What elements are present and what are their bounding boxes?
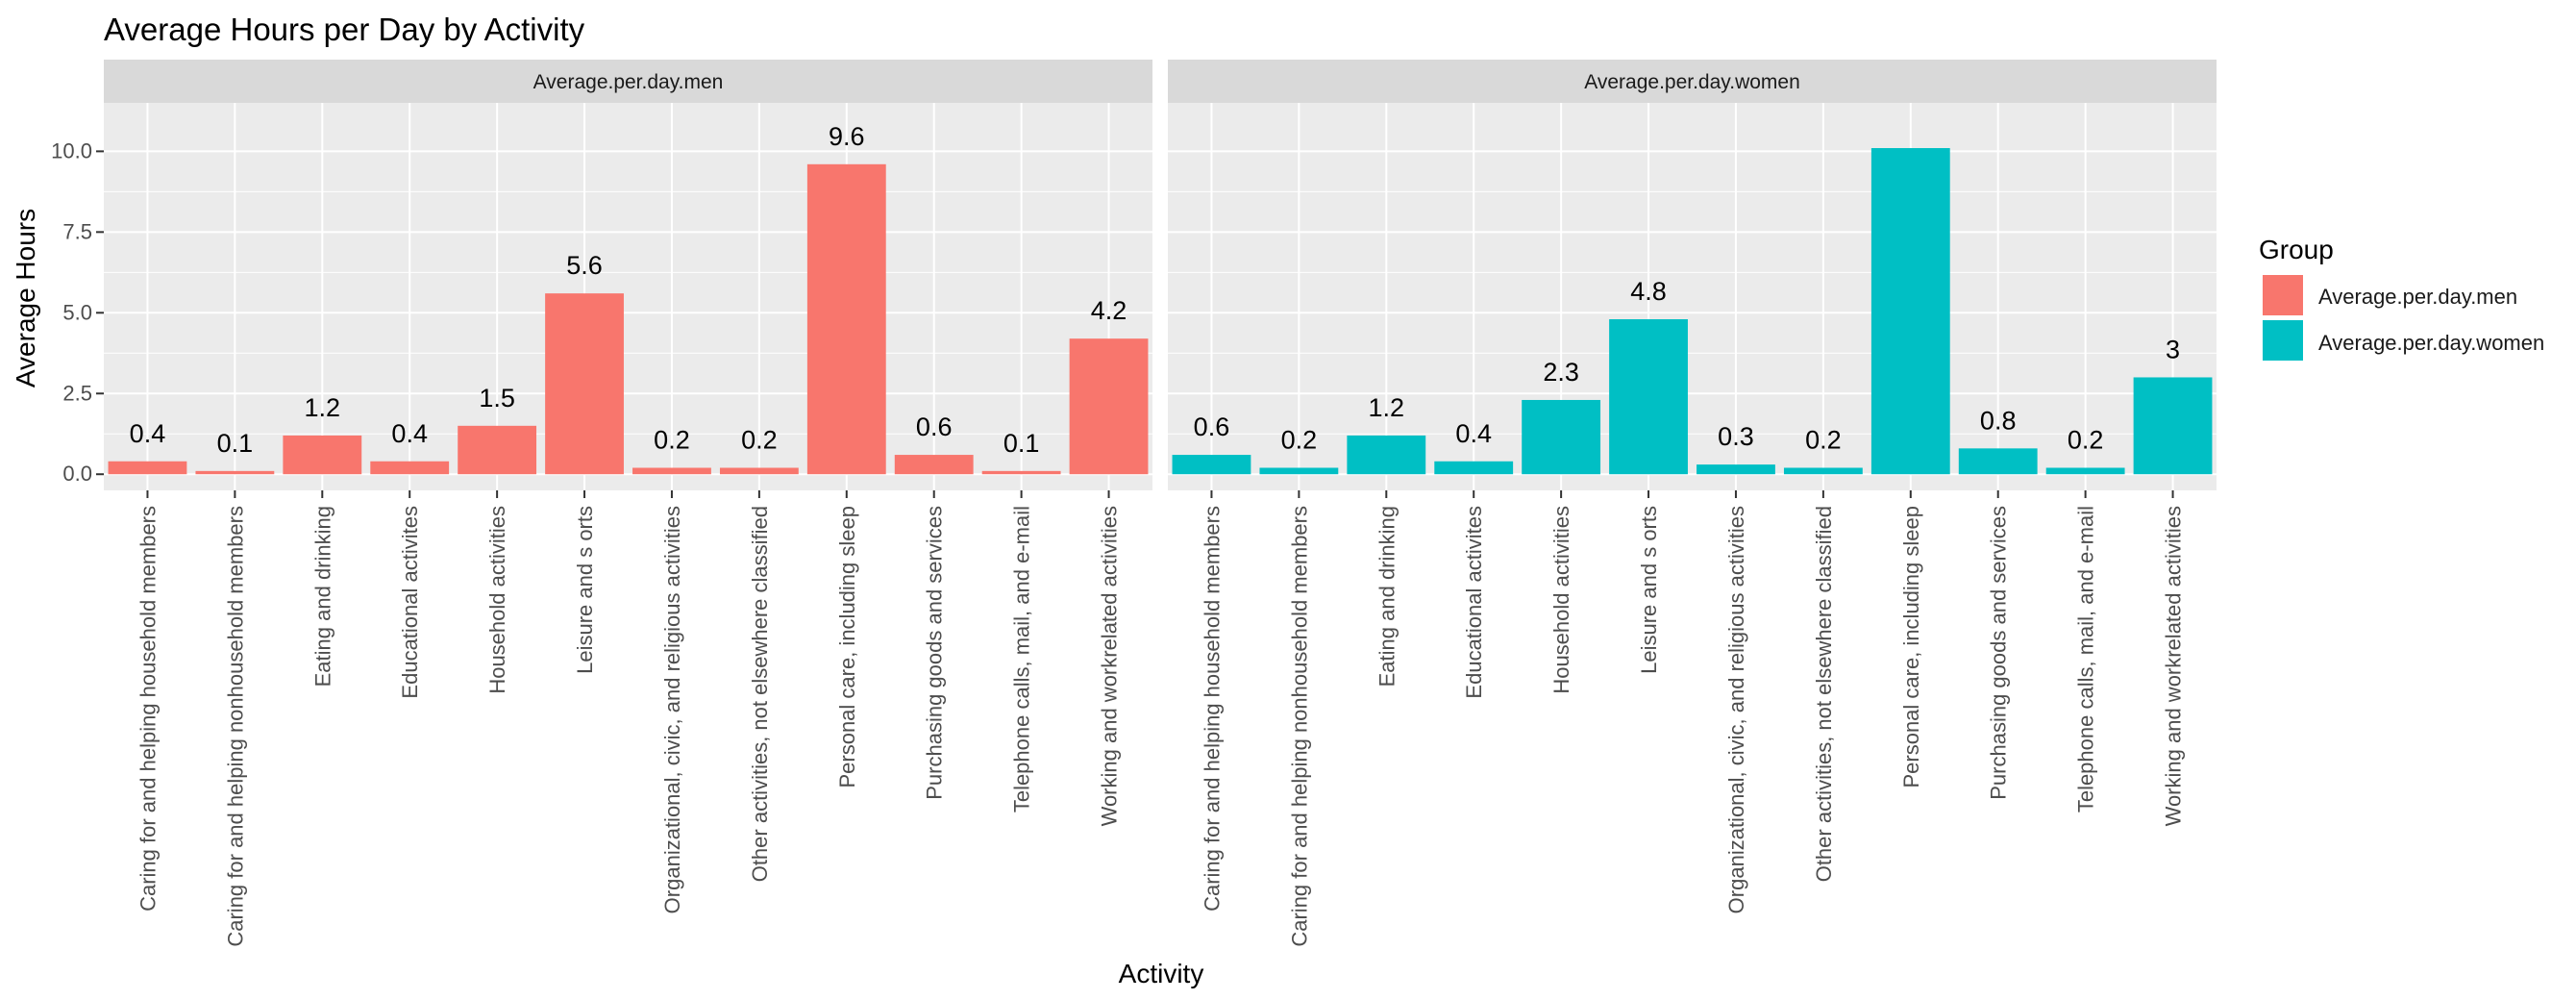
facet-strip (104, 60, 1152, 103)
x-tick-label: Telephone calls, mail, and e-mail (1010, 506, 1034, 812)
x-tick-label: Organizational, civic, and religious act… (660, 506, 684, 913)
x-tick-label: Caring for and helping nonhousehold memb… (223, 506, 247, 947)
bar (545, 293, 624, 475)
bar-value-label: 0.2 (654, 425, 690, 454)
bar-value-label: 4.2 (1091, 296, 1127, 325)
bar (806, 163, 886, 475)
x-tick-label: Educational activites (398, 506, 422, 699)
bar-value-label: 1.5 (479, 384, 515, 412)
bar (1522, 399, 1601, 475)
panel-background (104, 103, 1152, 490)
x-tick-label: Working and workrelated activities (1098, 506, 1122, 826)
bar (2133, 377, 2213, 475)
panel-background (1168, 103, 2217, 490)
bar (1697, 464, 1775, 475)
bar-value-label: 0.6 (1194, 412, 1230, 441)
bar-value-label: 9.6 (829, 122, 865, 151)
bar-value-label: 0.4 (1455, 419, 1492, 448)
bar (1172, 455, 1251, 475)
bar (1609, 319, 1688, 475)
y-tick-label: 0.0 (62, 462, 92, 486)
bar (719, 467, 799, 475)
legend-key-women (2263, 320, 2303, 361)
bar-value-label: 0.2 (1805, 425, 1842, 454)
bar-value-label: 1.2 (305, 393, 341, 422)
bar-value-label: 0.2 (2068, 425, 2104, 454)
bar (894, 455, 974, 475)
x-tick-label: Organizational, civic, and religious act… (1724, 506, 1748, 913)
x-tick-label: Leisure and s orts (1637, 506, 1661, 674)
chart-title: Average Hours per Day by Activity (104, 12, 585, 47)
x-tick-label: Working and workrelated activities (2162, 506, 2186, 826)
x-axis-label: Activity (1119, 959, 1204, 988)
bar-value-label: 3 (2166, 335, 2180, 363)
x-tick-label: Educational activites (1462, 506, 1486, 699)
x-tick-label: Purchasing goods and services (923, 506, 947, 800)
bar (1347, 435, 1426, 475)
y-tick-label: 10.0 (51, 138, 92, 162)
bar-value-label: 1.2 (1369, 393, 1405, 422)
legend-title: Group (2259, 235, 2334, 264)
legend-label-women: Average.per.day.women (2318, 331, 2544, 355)
bar (981, 470, 1061, 475)
bar (370, 461, 450, 475)
bar-value-label: 0.4 (391, 419, 428, 448)
x-tick-label: Telephone calls, mail, and e-mail (2074, 506, 2098, 812)
bar-value-label: 2.3 (1543, 358, 1579, 387)
y-tick-label: 2.5 (62, 381, 92, 405)
bar (458, 425, 537, 475)
y-axis-label: Average Hours (11, 209, 40, 388)
bar (1259, 467, 1339, 475)
bar (1434, 461, 1514, 475)
bar (632, 467, 711, 475)
y-tick-label: 5.0 (62, 300, 92, 324)
bar-value-label: 0.1 (217, 429, 254, 458)
x-tick-label: Eating and drinking (1375, 506, 1399, 687)
bar-value-label: 0.8 (1980, 406, 2017, 435)
y-tick-label: 7.5 (62, 219, 92, 243)
x-tick-label: Caring for and helping household members (1200, 506, 1224, 912)
bar (195, 470, 275, 475)
bar (1870, 148, 1950, 475)
bar (1783, 467, 1863, 475)
bar-value-label: 0.3 (1718, 422, 1754, 451)
bar-value-label: 5.6 (566, 251, 603, 280)
bar-value-label: 0.4 (130, 419, 166, 448)
facet-strip-label: Average.per.day.women (1584, 71, 1800, 93)
bar (1958, 448, 2038, 475)
legend-key-men (2263, 275, 2303, 315)
x-tick-label: Caring for and helping household members (136, 506, 160, 912)
bar-value-label: 0.6 (916, 412, 953, 441)
x-tick-label: Other activities, not elsewhere classifi… (1812, 506, 1836, 882)
facet-strip (1168, 60, 2217, 103)
x-tick-label: Purchasing goods and services (1987, 506, 2011, 800)
bar-value-label: 0.1 (1003, 429, 1040, 458)
bar (108, 461, 187, 475)
bar-value-label: 4.8 (1630, 277, 1667, 306)
x-tick-label: Household activities (485, 506, 509, 694)
bar (2045, 467, 2125, 475)
x-tick-label: Household activities (1549, 506, 1573, 694)
x-tick-label: Leisure and s orts (573, 506, 597, 674)
bar (283, 435, 362, 475)
x-tick-label: Caring for and helping nonhousehold memb… (1287, 506, 1311, 947)
x-tick-label: Personal care, including sleep (835, 506, 859, 788)
bar-value-label: 0.2 (741, 425, 778, 454)
x-tick-label: Personal care, including sleep (1899, 506, 1923, 788)
bar (1069, 338, 1149, 475)
bar-value-label: 0.2 (1281, 425, 1318, 454)
facet-strip-label: Average.per.day.men (533, 71, 724, 93)
legend-label-men: Average.per.day.men (2318, 285, 2517, 309)
x-tick-label: Eating and drinking (310, 506, 334, 687)
x-tick-label: Other activities, not elsewhere classifi… (748, 506, 772, 882)
